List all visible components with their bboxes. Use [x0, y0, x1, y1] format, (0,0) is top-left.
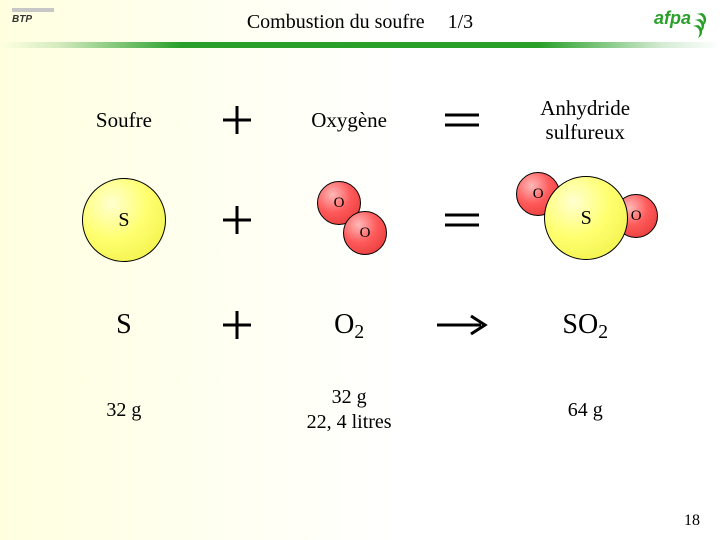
mass-o2: 32 g 22, 4 litres	[307, 385, 392, 435]
logo-left: BTP	[12, 8, 72, 38]
symbol-o2: O2	[334, 309, 364, 341]
slide-number: 18	[684, 512, 700, 530]
so2-s-label: S	[581, 207, 592, 230]
so2-s: S	[544, 176, 628, 260]
so2-o1-label: O	[533, 186, 544, 203]
mass-so2: 64 g	[568, 398, 603, 423]
logo-left-text: BTP	[12, 14, 72, 25]
slide-header: Combustion du soufre 1/3	[0, 0, 720, 44]
symbol-so2: SO2	[562, 309, 608, 341]
page-indicator: 1/3	[448, 11, 474, 33]
title-text: Combustion du soufre	[247, 11, 425, 33]
slide-title: Combustion du soufre 1/3	[0, 11, 720, 34]
o2-label-1: O	[334, 195, 345, 212]
sulfur-circle: S	[82, 178, 166, 262]
logo-right: afpa	[652, 4, 708, 42]
mass-s: 32 g	[106, 398, 141, 423]
arrow-icon	[435, 313, 489, 337]
plus-icon	[220, 308, 254, 342]
o2-atom-2: O	[343, 211, 387, 255]
equals-icon	[442, 206, 482, 234]
atom-sulfur: S	[82, 178, 166, 262]
label-oxygene: Oxygène	[311, 108, 387, 132]
symbol-s: S	[116, 309, 132, 341]
mass-o2-line2: 22, 4 litres	[307, 411, 392, 433]
plus-icon	[220, 203, 254, 237]
logo-left-bar	[12, 8, 54, 12]
so2-o2-label: O	[631, 208, 642, 225]
symbol-o2-sub: 2	[354, 322, 364, 343]
content-grid: Soufre Oxygène Anhydride sulfureux S O O…	[44, 80, 676, 500]
symbol-o2-base: O	[334, 309, 354, 340]
label-anhydride: Anhydride sulfureux	[540, 96, 630, 144]
molecule-so2: O O S	[510, 170, 660, 270]
mass-o2-line1: 32 g	[332, 386, 367, 408]
symbol-so2-sub: 2	[598, 322, 608, 343]
plus-icon	[220, 103, 254, 137]
sulfur-letter: S	[118, 209, 129, 232]
symbol-so2-base: SO	[562, 309, 598, 340]
equals-icon	[442, 106, 482, 134]
svg-text:afpa: afpa	[654, 8, 691, 28]
molecule-o2: O O	[299, 175, 399, 265]
o2-label-2: O	[360, 225, 371, 242]
header-divider	[0, 42, 720, 48]
label-soufre: Soufre	[96, 108, 152, 132]
